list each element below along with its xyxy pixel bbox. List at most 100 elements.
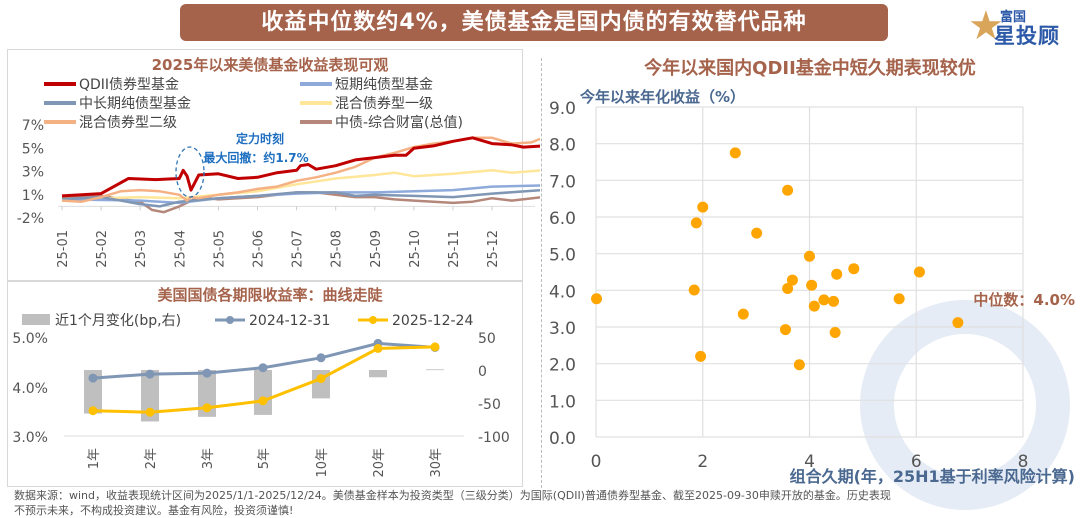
scatter-point <box>695 350 707 362</box>
legend-label: 近1个月变化(bp,右) <box>55 313 181 329</box>
scatter-point <box>782 184 794 196</box>
scatter-point <box>690 217 702 229</box>
x-tick-label: 5年 <box>257 448 272 469</box>
y-right-tick-label: -100 <box>478 430 510 446</box>
y-tick-label: 5.0 <box>549 246 576 266</box>
x-tick-label: 25-06 <box>252 230 267 268</box>
x-axis-title: 组合久期(年，25H1基于利率风险计算) <box>790 467 1075 485</box>
y-tick-label: 3.0 <box>549 319 576 339</box>
series-line <box>61 169 540 201</box>
x-tick-label: 2年 <box>144 448 159 469</box>
x-tick-label: 20年 <box>372 448 387 478</box>
x-tick-label: 25-01 <box>56 230 71 268</box>
legend-swatch-bars <box>22 314 50 325</box>
qdii-scatter-chart: 今年以来国内QDII基金中短久期表现较优 0.0 1.0 2.0 3.0 4.0 5.0 6.… <box>549 57 1075 485</box>
bar <box>141 370 159 422</box>
legend-label: 中长期纯债型基金 <box>79 95 191 112</box>
scatter-point <box>697 201 709 213</box>
x-tick-label: 25-12 <box>486 230 501 268</box>
y-left-tick-label: 4.0% <box>12 381 48 397</box>
legend-label: 2025-12-24 <box>392 313 473 329</box>
footnote-line2: 不预示未来，不构成投资建议。基金有风险，投资须谨慎! <box>14 504 294 517</box>
scatter-point <box>751 227 763 239</box>
fund-performance-chart: 2025年以来美债基金收益表现可观 QDII债券型基金 短期纯债型基金中长期纯债型基… <box>17 56 540 268</box>
legend-marker <box>226 316 234 324</box>
data-point <box>316 374 326 384</box>
y-right-tick-label: 50 <box>478 331 496 347</box>
legend-label: 短期纯债型基金 <box>335 76 433 93</box>
x-tick-label: 25-11 <box>447 230 462 268</box>
legend-marker <box>369 316 377 324</box>
logo-text-line1: 富国 <box>1000 10 1027 25</box>
x-tick-label: 30年 <box>429 448 444 478</box>
scatter-point <box>806 279 818 291</box>
y-tick-label: 7.0 <box>549 172 576 192</box>
data-point <box>88 373 98 383</box>
star-icon: ★ <box>968 3 1004 49</box>
data-point <box>145 369 155 379</box>
y-tick-label: 7% <box>22 118 44 134</box>
data-point <box>430 342 440 352</box>
scatter-point <box>831 268 843 280</box>
panel-treasury-curve <box>7 281 523 487</box>
data-point <box>88 406 98 416</box>
x-tick-label: 25-03 <box>134 230 149 268</box>
annotation-text: 最大回撤：约1.7% <box>203 150 308 165</box>
x-tick-label: 25-08 <box>330 230 345 268</box>
x-tick-label: 1年 <box>87 448 102 469</box>
data-point <box>202 403 212 413</box>
scatter-point <box>779 324 791 336</box>
bar <box>254 370 272 415</box>
page-title-banner: 收益中位数约4%，美债基金是国内债的有效替代品种 <box>180 4 888 41</box>
panel-fund-performance <box>7 49 523 281</box>
scatter-point <box>729 147 741 159</box>
x-tick-label: 2 <box>697 452 708 472</box>
scatter-point <box>893 293 905 305</box>
chart-title: 今年以来国内QDII基金中短久期表现较优 <box>644 57 976 79</box>
data-point <box>373 343 383 353</box>
bar <box>84 370 102 414</box>
scatter-point <box>913 266 925 278</box>
y-tick-label: 0.0 <box>549 429 576 449</box>
y-tick-label: 8.0 <box>549 136 576 156</box>
x-tick-label: 25-09 <box>369 230 384 268</box>
legend-label: 混合债券型二级 <box>79 115 177 131</box>
x-tick-label: 25-05 <box>212 230 227 268</box>
footnote: 数据来源：wind，收益表现统计区间为2025/1/1-2025/12/24。美… <box>14 488 1074 518</box>
divider <box>541 58 542 488</box>
x-tick-label: 10年 <box>315 448 330 478</box>
y-tick-label: 6.0 <box>549 209 576 229</box>
series-line <box>61 189 540 208</box>
x-tick-label: 0 <box>591 452 602 472</box>
legend-label: 中债-综合财富(总值) <box>335 114 463 131</box>
y-left-tick-label: 5.0% <box>12 331 48 347</box>
chart-title: 2025年以来美债基金收益表现可观 <box>152 56 389 74</box>
scatter-point <box>786 274 798 286</box>
x-tick-label: 25-04 <box>173 230 188 268</box>
y-tick-label: 9.0 <box>549 99 576 119</box>
median-annotation: 中位数：4.0% <box>973 291 1075 309</box>
scatter-point <box>829 327 841 338</box>
y-tick-label: -2% <box>17 211 44 227</box>
y-tick-label: 3% <box>22 165 44 181</box>
bar <box>198 370 216 417</box>
y-tick-label: 2.0 <box>549 356 576 376</box>
scatter-point <box>828 295 840 307</box>
scatter-point <box>782 283 794 294</box>
chart-title: 美国国债各期限收益率：曲线走陡 <box>157 286 383 304</box>
x-tick-label: 25-02 <box>95 230 110 268</box>
scatter-point <box>804 250 815 262</box>
data-point <box>202 368 212 378</box>
legend-label: 2024-12-31 <box>249 313 330 329</box>
y-right-tick-label: 0 <box>478 364 487 380</box>
y-axis-title: 今年以来年化收益（%） <box>579 88 745 106</box>
brand-logo: ★ 富国 星投顾 <box>968 4 1076 48</box>
scatter-point <box>688 284 700 296</box>
scatter-point <box>793 359 805 371</box>
x-tick-label: 6 <box>911 452 922 472</box>
footnote-line1: 数据来源：wind，收益表现统计区间为2025/1/1-2025/12/24。美… <box>14 489 891 502</box>
scatter-point <box>737 308 749 320</box>
logo-text-line2: 星投顾 <box>994 24 1060 48</box>
series-line <box>61 136 540 198</box>
